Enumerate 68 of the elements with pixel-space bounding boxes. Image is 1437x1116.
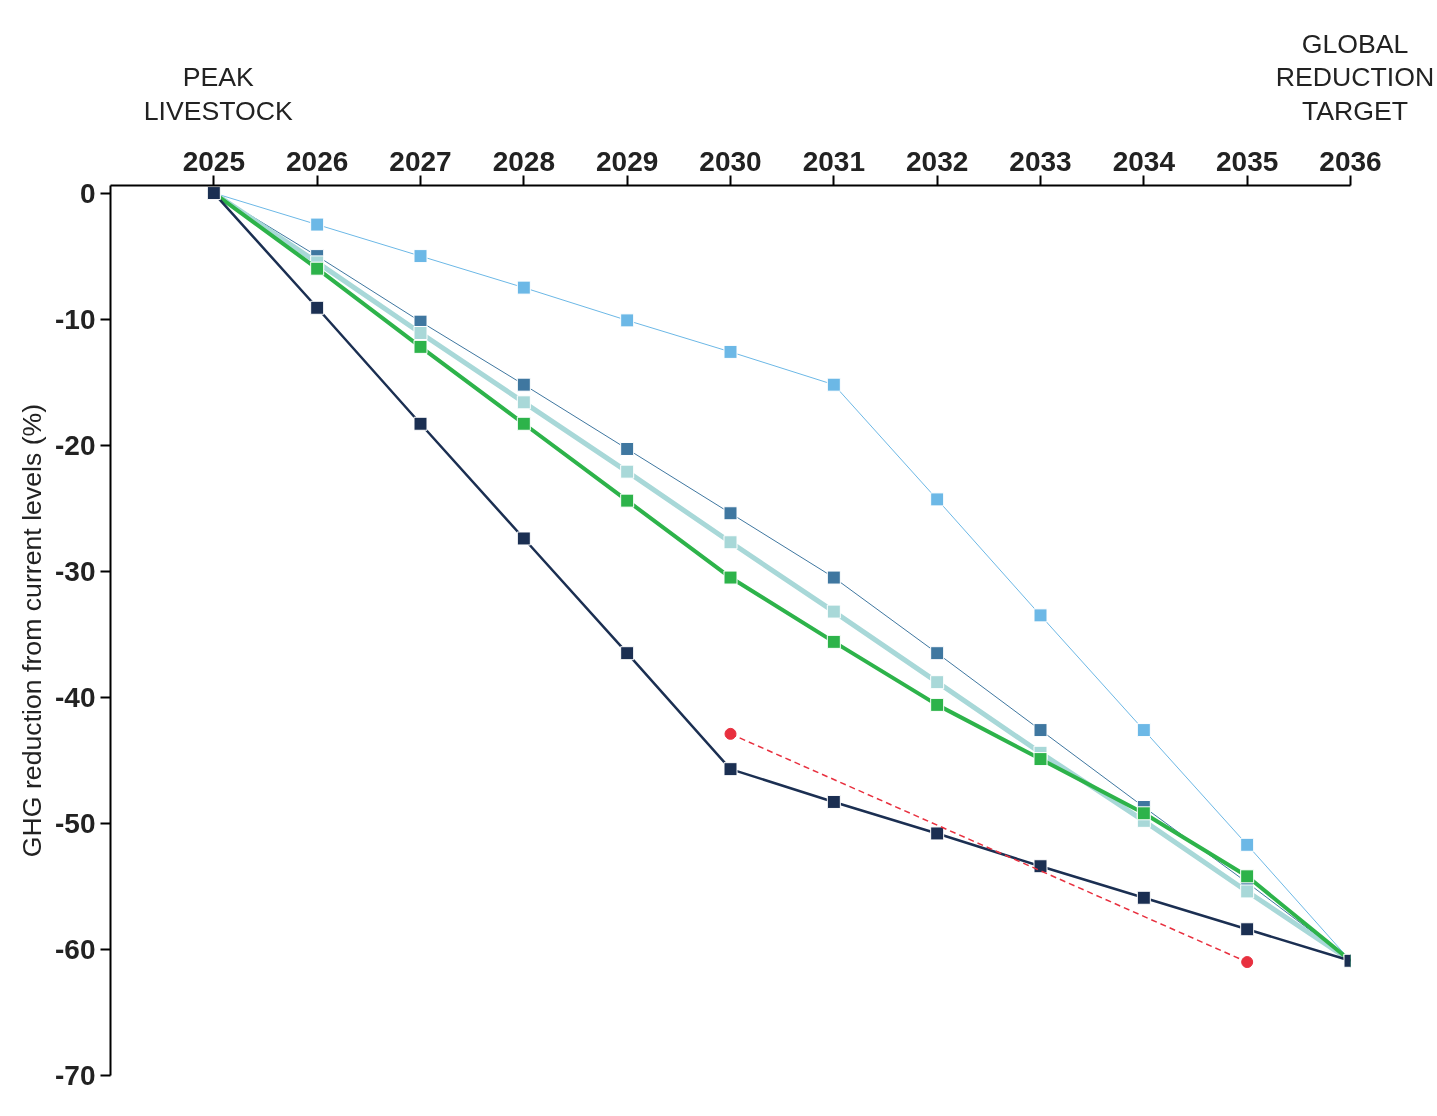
point (516, 416, 531, 431)
point (1136, 723, 1151, 738)
point (723, 570, 738, 585)
point (1240, 922, 1255, 937)
point (1240, 884, 1255, 899)
point (930, 826, 945, 841)
point (1241, 956, 1254, 969)
x-tick-label: 2029 (596, 145, 659, 177)
y-tick-label: -20 (55, 429, 96, 461)
x-tick-label: 2035 (1216, 145, 1279, 177)
point (516, 280, 531, 295)
point (724, 727, 737, 740)
point (1033, 752, 1048, 767)
x-tick-label: 2027 (389, 145, 452, 177)
point (1033, 608, 1048, 623)
point (930, 697, 945, 712)
point (723, 762, 738, 777)
x-tick-label: 2030 (699, 145, 762, 177)
x-tick-label: 2025 (182, 145, 245, 177)
point (826, 377, 841, 392)
point (620, 493, 635, 508)
text: GLOBAL REDUCTION TARGET (1275, 28, 1435, 128)
text: PEAK LIVESTOCK (143, 61, 293, 128)
point (413, 339, 428, 354)
point (413, 249, 428, 264)
point (930, 675, 945, 690)
x-tick-label: 2031 (802, 145, 865, 177)
point (826, 570, 841, 585)
point (310, 300, 325, 315)
point (930, 646, 945, 661)
y-tick-label: -10 (55, 303, 96, 335)
x-tick-label: 2032 (906, 145, 969, 177)
x-tick-label: 2033 (1009, 145, 1072, 177)
point (723, 344, 738, 359)
point (723, 535, 738, 550)
y-tick-label: -50 (55, 807, 96, 839)
x-tick-label: 2028 (492, 145, 555, 177)
y-tick-label: -60 (55, 933, 96, 965)
x-tick-label: 2034 (1112, 145, 1176, 177)
point (826, 794, 841, 809)
x-tick-label: 2026 (286, 145, 349, 177)
point (930, 492, 945, 507)
point (310, 217, 325, 232)
point (516, 377, 531, 392)
y-tick-label: -30 (55, 555, 96, 587)
point (620, 313, 635, 328)
point (620, 464, 635, 479)
y-axis-title: GHG reduction from current levels (%) (17, 403, 48, 858)
point (1240, 837, 1255, 852)
point (310, 261, 325, 276)
y-tick-label: 0 (79, 177, 96, 209)
point (1033, 859, 1048, 874)
point (1136, 890, 1151, 905)
point (516, 395, 531, 410)
point (413, 325, 428, 340)
point (516, 531, 531, 546)
x-tick-label: 2036 (1319, 145, 1382, 177)
point (1136, 806, 1151, 821)
point (723, 506, 738, 521)
point (1240, 869, 1255, 884)
y-tick-label: -70 (55, 1060, 96, 1091)
point (826, 604, 841, 619)
point (413, 416, 428, 431)
point (620, 646, 635, 661)
point (1033, 723, 1048, 738)
y-tick-label: -40 (55, 681, 96, 713)
point (620, 441, 635, 456)
point (826, 634, 841, 649)
